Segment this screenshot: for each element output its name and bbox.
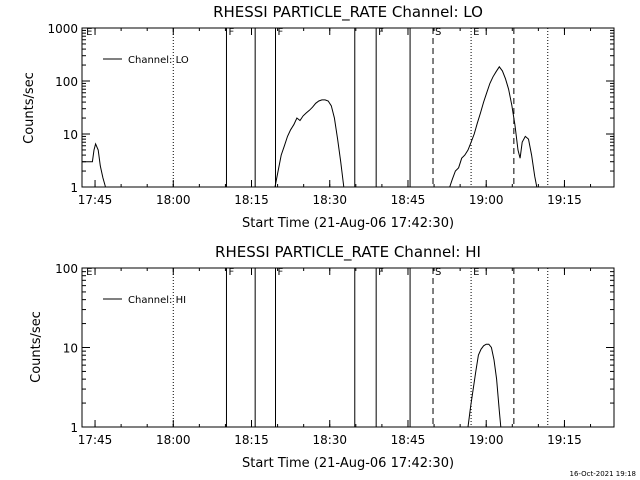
legend-label: Channel: HI <box>128 295 186 306</box>
x-tick-label: 18:15 <box>234 193 269 207</box>
x-tick-label: 18:45 <box>391 193 426 207</box>
data-series <box>82 65 538 188</box>
x-tick-label: 18:30 <box>312 433 347 447</box>
x-tick-label: 18:15 <box>234 433 269 447</box>
y-axis-label: Counts/sec <box>22 72 37 144</box>
series-line <box>449 65 538 188</box>
x-tick-label: 19:15 <box>547 433 582 447</box>
legend-label: Channel: LO <box>128 55 189 66</box>
y-tick-label: 1 <box>70 181 78 195</box>
series-line <box>274 99 345 188</box>
marker-flag: F <box>278 27 284 38</box>
x-axis-label: Start Time (21-Aug-06 17:42:30) <box>242 216 454 231</box>
marker-flag: F <box>378 267 384 278</box>
x-tick-label: 18:00 <box>156 433 191 447</box>
x-tick-label: 18:30 <box>312 193 347 207</box>
chart-panel-lo: RHESSI PARTICLE_RATE Channel: LO Start T… <box>22 3 615 231</box>
legend: Channel: HI <box>103 295 186 306</box>
marker-flag: E <box>86 267 92 278</box>
x-tick-label: 19:15 <box>547 193 582 207</box>
marker-flag: E <box>473 267 479 278</box>
marker-flag: F <box>228 27 234 38</box>
y-tick-label: 10 <box>63 128 78 142</box>
marker-flag: S <box>435 27 441 38</box>
chart-title: RHESSI PARTICLE_RATE Channel: HI <box>215 243 481 262</box>
y-tick-label: 10 <box>63 342 78 356</box>
series-line <box>82 142 106 188</box>
marker-flag: S <box>435 267 441 278</box>
series-line <box>467 343 502 428</box>
marker-flag: F <box>228 267 234 278</box>
marker-flag: E <box>86 27 92 38</box>
x-axis-ticks: 17:45 18:00 18:15 18:30 18:45 19:00 19:15 <box>78 28 592 207</box>
x-tick-label: 18:00 <box>156 193 191 207</box>
y-axis-ticks: 1 10 100 1000 <box>47 22 614 195</box>
y-tick-label: 100 <box>55 262 78 276</box>
y-axis-ticks: 1 10 100 <box>55 262 614 435</box>
x-tick-label: 19:00 <box>469 193 504 207</box>
data-series <box>467 343 502 428</box>
chart-title: RHESSI PARTICLE_RATE Channel: LO <box>213 3 483 22</box>
marker-flag: E <box>473 27 479 38</box>
chart-panel-hi: RHESSI PARTICLE_RATE Channel: HI Start T… <box>29 243 615 471</box>
y-axis-label: Counts/sec <box>29 311 44 383</box>
y-tick-label: 1 <box>70 421 78 435</box>
marker-flag: F <box>378 27 384 38</box>
plot-frame <box>81 27 615 188</box>
y-tick-label: 1000 <box>47 22 78 36</box>
x-tick-label: 17:45 <box>78 193 113 207</box>
x-tick-label: 19:00 <box>469 433 504 447</box>
x-tick-label: 17:45 <box>78 433 113 447</box>
marker-flag: F <box>278 267 284 278</box>
x-axis-ticks: 17:45 18:00 18:15 18:30 18:45 19:00 19:15 <box>78 268 592 447</box>
legend: Channel: LO <box>103 55 189 66</box>
x-tick-label: 18:45 <box>391 433 426 447</box>
x-axis-label: Start Time (21-Aug-06 17:42:30) <box>242 456 454 471</box>
y-tick-label: 100 <box>55 75 78 89</box>
timestamp-stamp: 16-Oct-2021 19:18 <box>570 470 636 478</box>
